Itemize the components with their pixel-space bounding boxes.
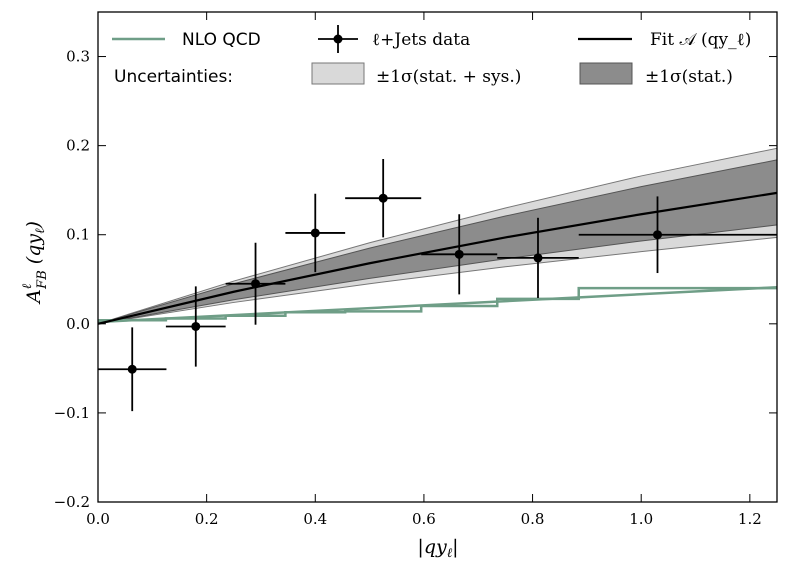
y-tick-label: −0.1 <box>54 404 90 422</box>
legend-band-inner-label: ±1σ(stat.) <box>645 67 733 87</box>
data-point-marker <box>533 253 543 263</box>
y-tick-label: 0.1 <box>66 226 90 244</box>
fit-curve <box>97 191 778 325</box>
data-point <box>165 286 226 367</box>
data-point-marker <box>310 228 320 238</box>
data-point <box>578 196 777 274</box>
legend-band-outer-swatch <box>311 62 365 85</box>
legend-data-label: ℓ+Jets data <box>372 30 470 50</box>
data-point-marker <box>251 279 261 289</box>
plot-frame <box>97 11 778 503</box>
legend-fit-label: Fit 𝒜 (qy_ℓ) <box>650 30 751 50</box>
legend: NLO QCD ℓ+Jets data Fit 𝒜 (qy_ℓ) Uncerta… <box>112 25 751 87</box>
data-point <box>225 242 286 325</box>
legend-band-inner-swatch <box>579 62 633 85</box>
legend-uncertainties-label: Uncertainties: <box>114 67 233 87</box>
data-point-marker <box>652 230 662 240</box>
fit-curve-series <box>97 191 778 325</box>
legend-data-swatch <box>318 25 358 53</box>
nlo-qcd-line <box>97 286 778 324</box>
x-tick-label: 0.6 <box>412 510 436 528</box>
x-tick-label: 0.4 <box>303 510 327 528</box>
legend-nlo-label: NLO QCD <box>182 30 261 50</box>
data-point-marker <box>127 364 137 374</box>
y-tick-label: 0.2 <box>66 137 90 155</box>
x-tick-label: 1.2 <box>738 510 762 528</box>
y-tick-label: 0.3 <box>66 48 90 66</box>
y-axis-label: AℓFB (qyℓ) <box>20 221 50 305</box>
uncertainty-bands <box>97 147 778 325</box>
y-tick-label: 0.0 <box>66 315 90 333</box>
x-tick-label: 1.0 <box>629 510 653 528</box>
data-point <box>497 217 579 298</box>
data-point <box>285 193 346 273</box>
data-point <box>345 159 422 238</box>
x-tick-label: 0.8 <box>521 510 545 528</box>
svg-text:AℓFB (qyℓ): AℓFB (qyℓ) <box>20 221 50 305</box>
y-tick-label: −0.2 <box>54 493 90 511</box>
x-axis-label: |qyℓ| <box>417 536 458 561</box>
data-point-marker <box>378 193 388 203</box>
data-point-marker <box>454 249 464 259</box>
x-tick-label: 0.2 <box>195 510 219 528</box>
data-point <box>421 214 498 295</box>
data-point <box>98 327 167 412</box>
x-tick-label: 0.0 <box>86 510 110 528</box>
legend-band-outer-label: ±1σ(stat. + sys.) <box>376 67 521 87</box>
axis-ticks: 0.0 0.2 0.4 0.6 0.8 1.0 1.2 −0.2 −0.1 0.0 0.1 0.2 0.… <box>54 12 777 528</box>
data-points-series <box>98 159 777 412</box>
data-point-marker <box>191 321 201 331</box>
